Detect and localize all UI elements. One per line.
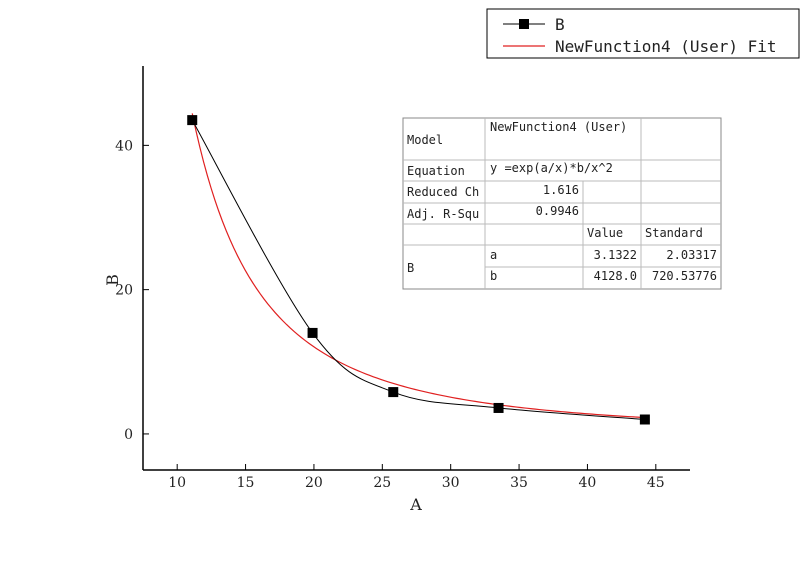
table-equation-value: y =exp(a/x)*b/x^2 <box>490 161 613 175</box>
y-tick-label: 20 <box>115 283 133 299</box>
legend-label-b: B <box>555 15 565 34</box>
table-standard-header: Standard <box>645 226 703 240</box>
legend-label-fit: NewFunction4 (User) Fit <box>555 37 777 56</box>
x-tick-label: 25 <box>373 475 391 491</box>
plot-area <box>187 113 650 425</box>
table-std-b: 720.53776 <box>652 269 717 283</box>
x-tick-label: 45 <box>647 475 665 491</box>
table-equation-label: Equation <box>407 164 465 178</box>
table-value-a: 3.1322 <box>594 248 637 262</box>
x-tick-label: 30 <box>442 475 460 491</box>
x-tick-label: 35 <box>510 475 528 491</box>
series-b-point <box>639 414 650 425</box>
table-param-b: b <box>490 269 497 283</box>
legend-swatch-marker-b <box>519 19 529 29</box>
table-model-label: Model <box>407 133 443 147</box>
table-reduced-chi-value: 1.616 <box>543 183 579 197</box>
series-b-point <box>187 115 198 126</box>
table-std-a: 2.03317 <box>666 248 717 262</box>
table-param-a: a <box>490 248 497 262</box>
series-b-point <box>493 402 504 413</box>
series-fit-line <box>191 113 645 419</box>
series-b-point <box>388 387 399 398</box>
table-adj-r-value: 0.9946 <box>536 204 579 218</box>
series-b-point <box>307 327 318 338</box>
y-tick-label: 0 <box>124 427 133 443</box>
x-tick-label: 20 <box>305 475 323 491</box>
legend-box <box>486 8 800 59</box>
legend: B NewFunction4 (User) Fit <box>486 8 800 59</box>
table-group-label: B <box>407 261 414 275</box>
table-value-header: Value <box>587 226 623 240</box>
x-tick-label: 40 <box>579 475 597 491</box>
table-reduced-chi-label: Reduced Ch <box>407 185 479 199</box>
table-value-b: 4128.0 <box>594 269 637 283</box>
y-tick-label: 40 <box>115 138 133 154</box>
x-tick-label: 10 <box>168 475 186 491</box>
x-tick-label: 15 <box>237 475 255 491</box>
fit-results-table: Model NewFunction4 (User) Equation y =ex… <box>402 117 722 290</box>
axes: A B 10 15 20 25 30 35 40 45 0 20 40 <box>103 66 690 514</box>
table-model-value: NewFunction4 (User) <box>490 120 627 134</box>
y-axis-title: B <box>103 274 122 286</box>
x-axis-title: A <box>409 495 422 514</box>
table-adj-r-label: Adj. R-Squ <box>407 207 479 221</box>
